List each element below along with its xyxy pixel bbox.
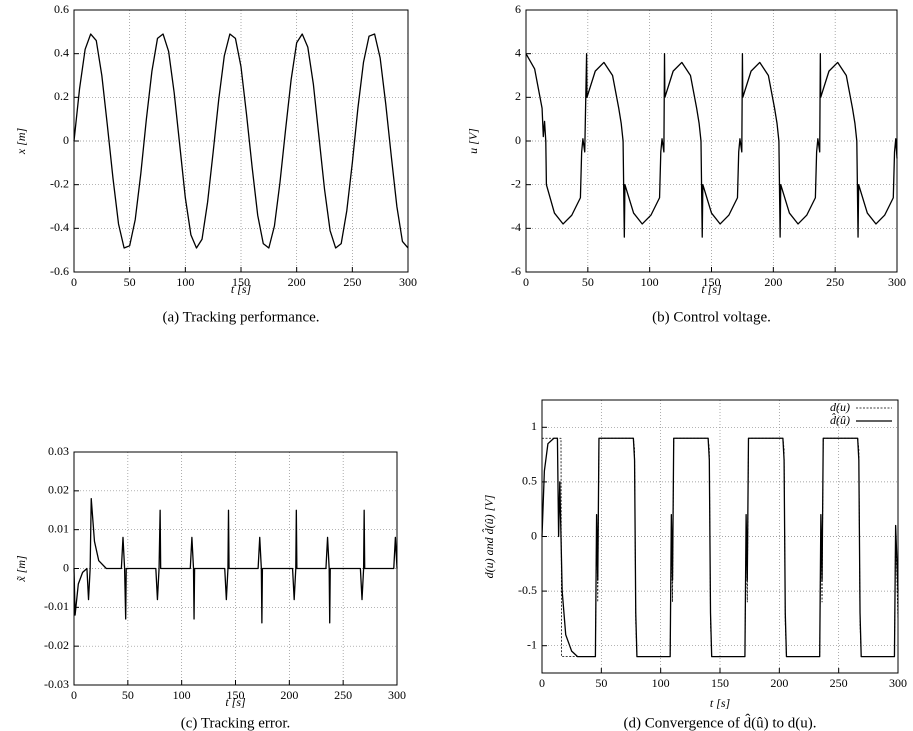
y-tick-label: -6	[511, 264, 521, 278]
x-tick-label: 150	[711, 676, 729, 690]
y-tick-label: 4	[515, 45, 521, 59]
y-tick-label: 0.4	[54, 45, 69, 59]
legend-label: d̂(û)	[830, 412, 850, 426]
x-tick-label: 250	[334, 688, 352, 702]
x-tick-label: 150	[227, 688, 245, 702]
x-tick-label: 300	[889, 676, 907, 690]
x-tick-label: 150	[232, 275, 250, 289]
x-tick-label: 250	[830, 676, 848, 690]
y-tick-label: -0.5	[518, 583, 537, 597]
x-tick-label: 50	[122, 688, 134, 702]
data-line	[525, 53, 898, 238]
x-tick-label: 50	[595, 676, 607, 690]
y-axis-label: u [V]	[466, 128, 480, 154]
x-tick-label: 300	[888, 275, 906, 289]
x-axis-label: t [s]	[701, 282, 722, 296]
x-tick-label: 200	[280, 688, 298, 702]
y-tick-label: -0.6	[50, 264, 69, 278]
y-axis-label: x̃ [m]	[14, 555, 28, 583]
x-tick-label: 200	[288, 275, 306, 289]
x-tick-label: 250	[826, 275, 844, 289]
y-tick-label: 0	[63, 133, 69, 147]
y-tick-label: -2	[511, 176, 521, 190]
y-tick-label: 0.2	[54, 89, 69, 103]
x-tick-label: 100	[652, 676, 670, 690]
data-line	[541, 437, 899, 658]
y-tick-label: -4	[511, 220, 521, 234]
legend-label: d(u)	[830, 400, 850, 414]
x-axis-label: t [s]	[225, 695, 246, 709]
x-tick-label: 50	[124, 275, 136, 289]
caption: (c) Tracking error.	[181, 715, 291, 731]
y-tick-label: 0.02	[48, 483, 69, 497]
x-tick-label: 300	[399, 275, 417, 289]
y-axis-label: x [m]	[14, 128, 28, 156]
x-tick-label: 200	[770, 676, 788, 690]
x-tick-label: 150	[703, 275, 721, 289]
x-tick-label: 100	[641, 275, 659, 289]
caption: (d) Convergence of d̂(û) to d(u).	[624, 714, 817, 731]
y-axis-label: d(u) and d̂(û) [V]	[481, 494, 495, 578]
x-axis-label: t [s]	[710, 696, 731, 710]
data-line	[73, 33, 409, 249]
y-tick-label: 1	[531, 419, 537, 433]
y-tick-label: -0.2	[50, 176, 69, 190]
y-tick-label: 0	[531, 528, 537, 542]
y-tick-label: -0.4	[50, 220, 69, 234]
x-tick-label: 200	[764, 275, 782, 289]
x-tick-label: 100	[173, 688, 191, 702]
y-tick-label: 0.03	[48, 444, 69, 458]
y-tick-label: 0.5	[522, 474, 537, 488]
y-tick-label: 6	[515, 2, 521, 16]
y-tick-label: 0.01	[48, 521, 69, 535]
x-tick-label: 0	[523, 275, 529, 289]
x-tick-label: 0	[71, 688, 77, 702]
x-tick-label: 50	[582, 275, 594, 289]
plot-frame	[525, 9, 898, 273]
x-tick-label: 0	[539, 676, 545, 690]
y-tick-label: -0.01	[44, 599, 69, 613]
y-tick-label: 0.6	[54, 2, 69, 16]
y-tick-label: 2	[515, 89, 521, 103]
y-tick-label: -1	[527, 637, 537, 651]
x-tick-label: 0	[71, 275, 77, 289]
y-tick-label: 0	[63, 560, 69, 574]
data-line	[73, 497, 398, 624]
x-tick-label: 100	[176, 275, 194, 289]
y-tick-label: -0.03	[44, 677, 69, 691]
x-tick-label: 250	[343, 275, 361, 289]
caption: (b) Control voltage.	[652, 309, 771, 325]
caption: (a) Tracking performance.	[162, 309, 319, 325]
x-tick-label: 300	[388, 688, 406, 702]
y-tick-label: 0	[515, 133, 521, 147]
x-axis-label: t [s]	[231, 282, 252, 296]
y-tick-label: -0.02	[44, 638, 69, 652]
